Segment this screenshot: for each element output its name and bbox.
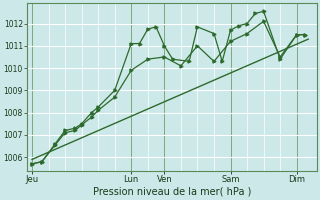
X-axis label: Pression niveau de la mer( hPa ): Pression niveau de la mer( hPa ) bbox=[92, 187, 251, 197]
